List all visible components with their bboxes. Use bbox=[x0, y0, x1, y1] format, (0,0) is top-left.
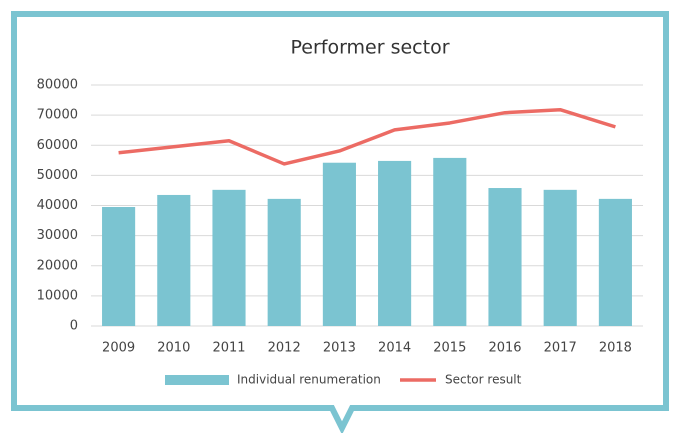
bar bbox=[212, 189, 246, 326]
x-tick-label: 2017 bbox=[544, 341, 577, 356]
chart-title: Performer sector bbox=[290, 37, 449, 59]
y-tick-label: 70000 bbox=[37, 108, 78, 123]
bar bbox=[598, 198, 632, 326]
frame bbox=[11, 11, 669, 433]
y-tick-label: 80000 bbox=[37, 78, 78, 93]
bar bbox=[157, 194, 191, 326]
bar bbox=[488, 188, 522, 326]
x-tick-label: 2010 bbox=[157, 341, 190, 356]
legend-label: Sector result bbox=[445, 373, 522, 387]
y-tick-label: 20000 bbox=[37, 258, 78, 273]
y-tick-label: 30000 bbox=[37, 228, 78, 243]
legend-label: Individual renumeration bbox=[237, 373, 381, 387]
y-tick-label: 0 bbox=[70, 319, 78, 334]
y-tick-label: 60000 bbox=[37, 138, 78, 153]
bar bbox=[322, 162, 356, 326]
x-tick-label: 2012 bbox=[268, 341, 301, 356]
x-tick-label: 2018 bbox=[599, 341, 632, 356]
x-tick-label: 2013 bbox=[323, 341, 356, 356]
bar bbox=[433, 157, 467, 326]
bar bbox=[267, 198, 301, 326]
bar bbox=[378, 160, 412, 326]
legend-swatch bbox=[165, 375, 229, 385]
y-tick-label: 10000 bbox=[37, 288, 78, 303]
x-tick-label: 2009 bbox=[102, 341, 135, 356]
x-tick-label: 2011 bbox=[212, 341, 245, 356]
x-tick-label: 2015 bbox=[433, 341, 466, 356]
y-tick-label: 40000 bbox=[37, 198, 78, 213]
x-tick-label: 2016 bbox=[488, 341, 521, 356]
x-tick-label: 2014 bbox=[378, 341, 411, 356]
y-tick-label: 50000 bbox=[37, 168, 78, 183]
line bbox=[118, 107, 616, 166]
bar bbox=[102, 207, 136, 326]
bar bbox=[543, 189, 577, 326]
